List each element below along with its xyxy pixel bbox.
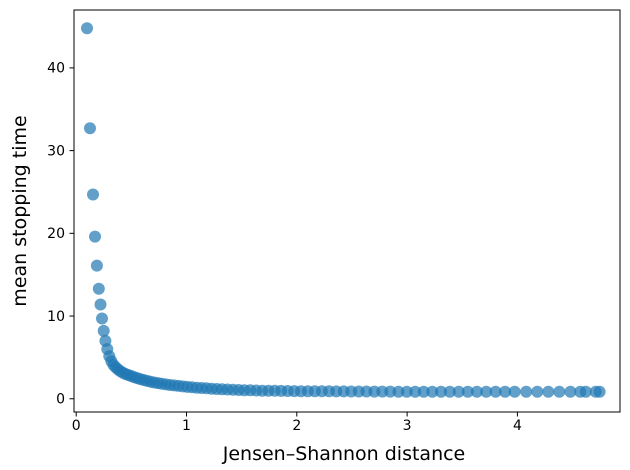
y-tick-label: 40 bbox=[47, 61, 65, 77]
data-point bbox=[400, 385, 413, 398]
data-point bbox=[499, 385, 512, 398]
data-point bbox=[461, 385, 474, 398]
data-point bbox=[489, 385, 502, 398]
data-point bbox=[531, 385, 544, 398]
data-point bbox=[84, 122, 96, 135]
data-point bbox=[470, 385, 483, 398]
data-point bbox=[443, 385, 456, 398]
y-tick-label: 20 bbox=[47, 226, 65, 242]
x-tick-label: 4 bbox=[513, 418, 522, 434]
y-tick-label: 10 bbox=[47, 309, 65, 325]
plot-area-border bbox=[73, 9, 621, 413]
x-tick-label: 1 bbox=[182, 418, 191, 434]
x-axis-label: Jensen–Shannon distance bbox=[222, 443, 466, 465]
data-point bbox=[92, 282, 105, 295]
data-point bbox=[426, 385, 439, 398]
data-point bbox=[435, 385, 447, 398]
y-tick-label: 0 bbox=[56, 392, 65, 408]
data-point bbox=[94, 298, 107, 311]
data-point bbox=[90, 259, 103, 272]
data-point bbox=[480, 385, 493, 398]
y-axis-label: mean stopping time bbox=[9, 115, 31, 306]
data-point bbox=[409, 385, 422, 398]
data-point bbox=[452, 385, 465, 398]
data-point bbox=[520, 385, 533, 398]
data-point bbox=[553, 385, 566, 398]
data-point bbox=[508, 385, 521, 398]
data-point bbox=[392, 385, 405, 398]
x-tick-label: 2 bbox=[292, 418, 301, 434]
y-tick-label: 30 bbox=[47, 143, 65, 159]
data-point bbox=[89, 230, 101, 243]
data-point bbox=[87, 188, 99, 201]
x-tick-label: 3 bbox=[403, 418, 412, 434]
data-point bbox=[417, 385, 430, 398]
data-point bbox=[97, 324, 110, 337]
data-point bbox=[593, 385, 606, 398]
data-point bbox=[81, 22, 93, 35]
data-point bbox=[564, 385, 577, 398]
data-points-layer bbox=[81, 22, 606, 398]
data-point bbox=[579, 385, 592, 398]
x-tick-label: 0 bbox=[72, 418, 81, 434]
data-point bbox=[96, 312, 108, 325]
data-point bbox=[542, 385, 555, 398]
